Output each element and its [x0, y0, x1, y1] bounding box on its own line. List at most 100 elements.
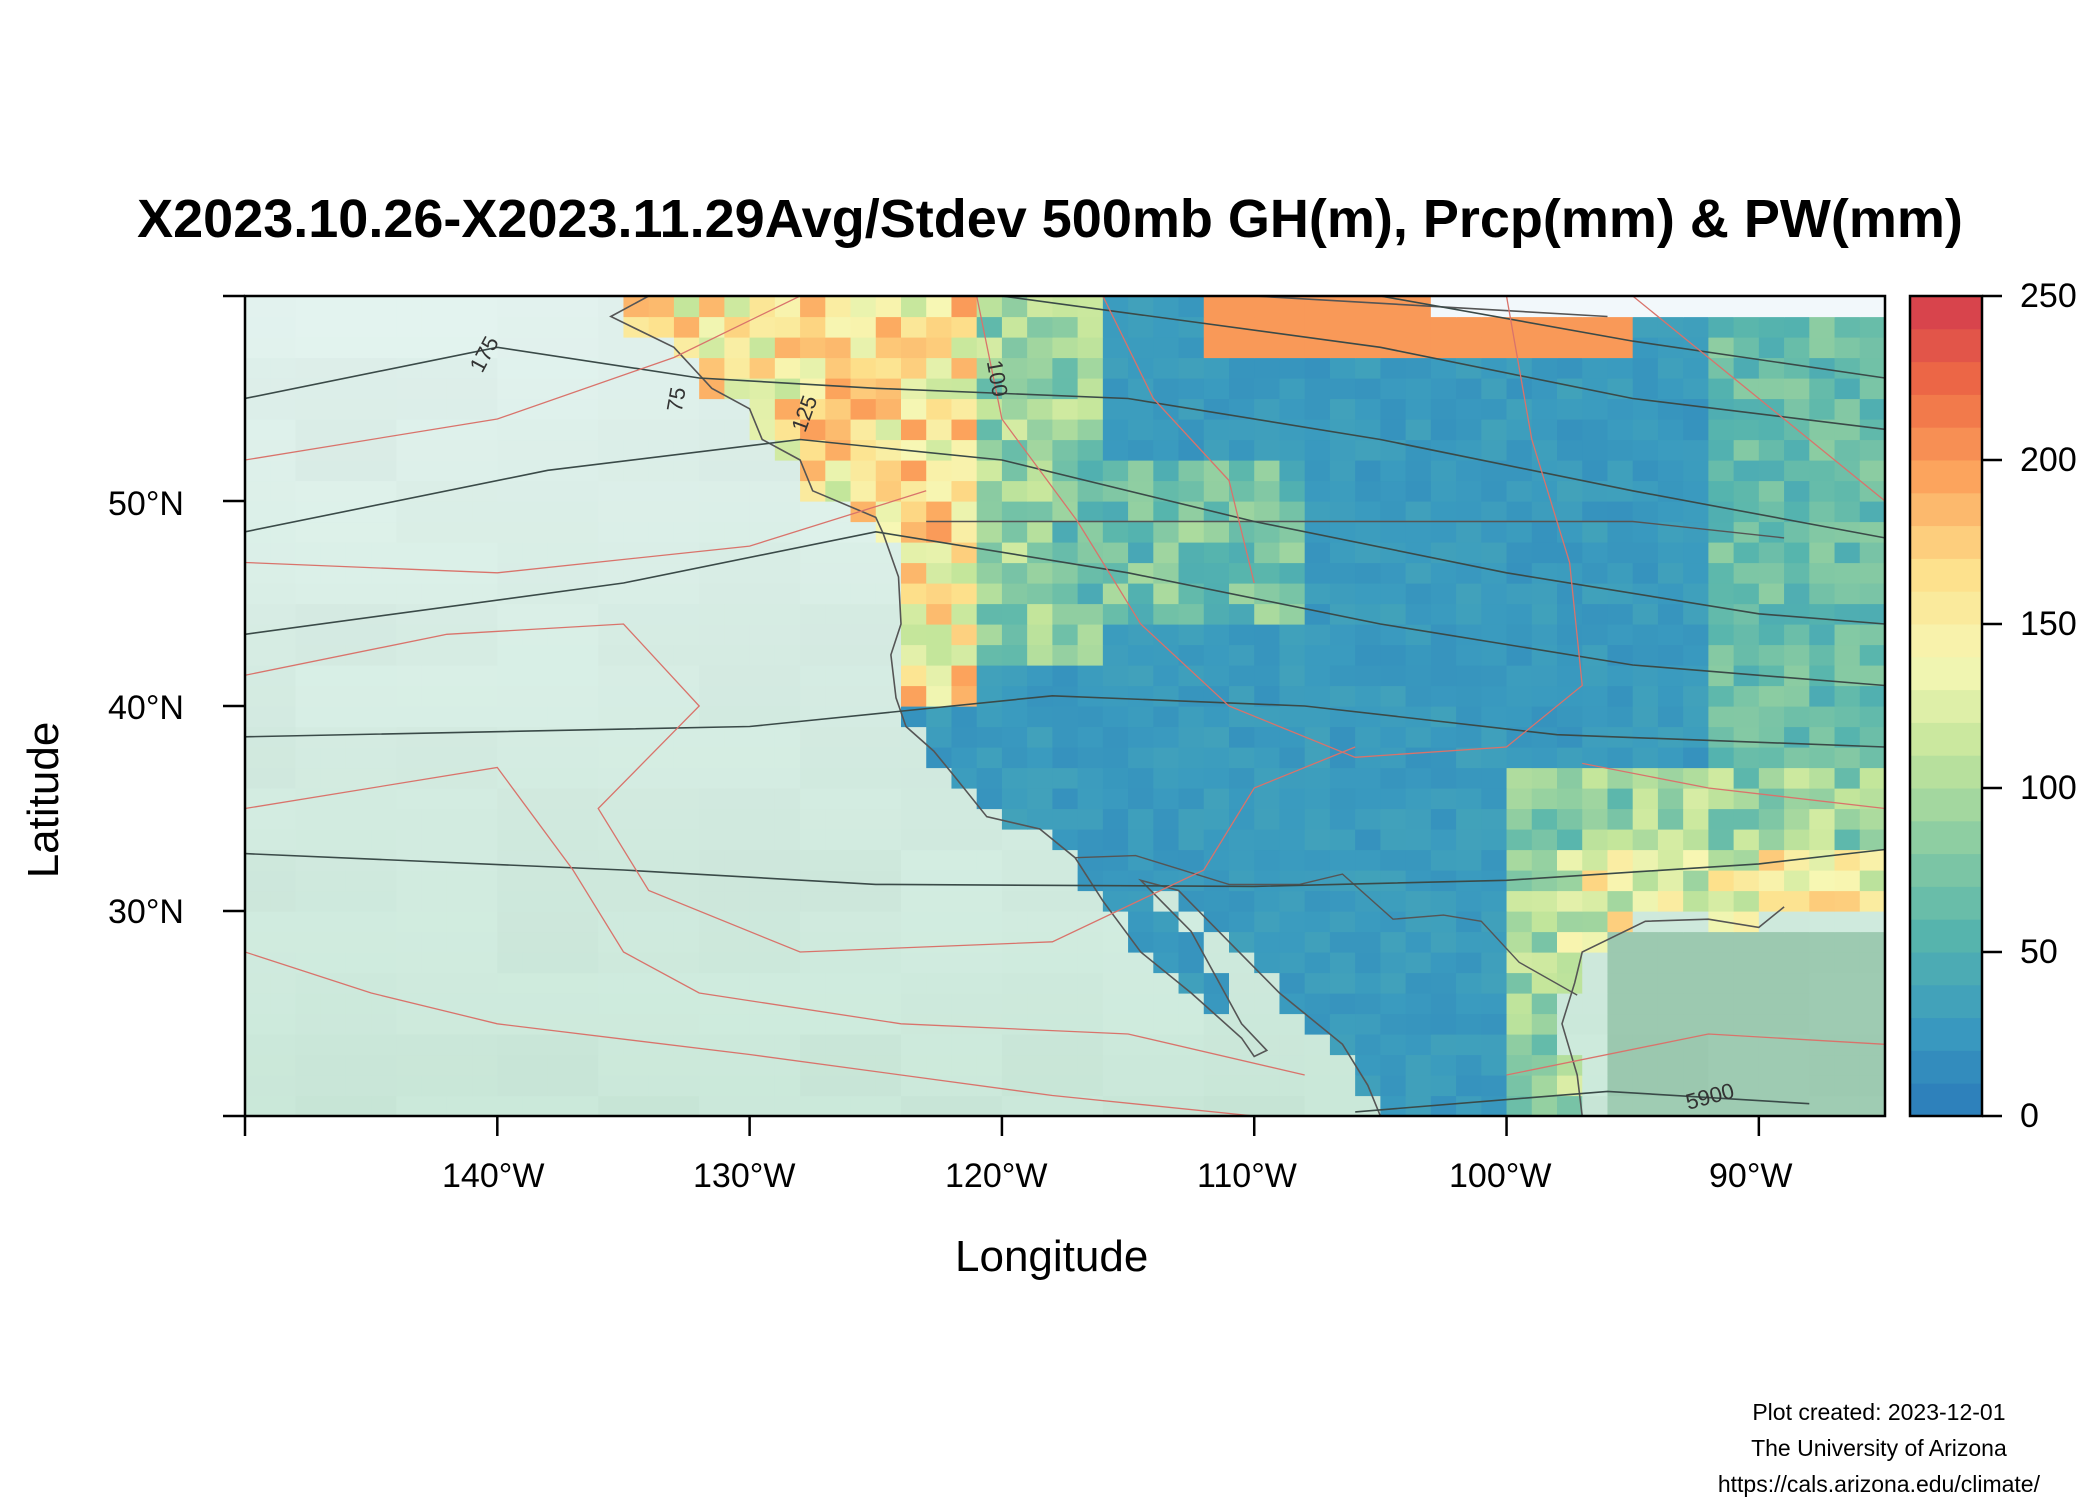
grid-cell [1052, 952, 1079, 974]
grid-cell [547, 952, 574, 974]
grid-cell [1430, 911, 1457, 933]
grid-cell [1607, 972, 1634, 994]
grid-cell [1329, 808, 1356, 830]
grid-cell [1834, 931, 1861, 953]
grid-cell [345, 788, 372, 810]
colorbar-segment [1910, 886, 1982, 920]
grid-cell [421, 357, 448, 379]
grid-cell [1758, 337, 1785, 359]
grid-cell [1102, 480, 1129, 502]
grid-cell [1405, 480, 1432, 502]
grid-cell [850, 870, 877, 892]
grid-cell [1809, 419, 1836, 441]
grid-cell [1557, 357, 1583, 379]
grid-cell [1304, 849, 1331, 871]
grid-cell [648, 501, 675, 523]
grid-cell [1254, 1054, 1281, 1076]
grid-cell [1355, 644, 1381, 666]
grid-cell [648, 583, 675, 605]
grid-cell [1077, 501, 1104, 523]
grid-cell [1456, 1054, 1482, 1076]
grid-cell [875, 1075, 902, 1097]
grid-cell [1153, 296, 1180, 318]
grid-cell [1430, 1054, 1457, 1076]
grid-cell [1153, 1054, 1180, 1076]
grid-cell [1405, 747, 1432, 769]
grid-cell [749, 501, 776, 523]
grid-cell [1027, 788, 1053, 810]
grid-cell [1657, 747, 1684, 769]
height-contour [245, 694, 1885, 748]
grid-cell [1178, 603, 1205, 625]
grid-cell [724, 890, 751, 912]
grid-cell [1481, 1013, 1508, 1035]
grid-cell [1102, 583, 1129, 605]
grid-cell [951, 296, 978, 318]
grid-cell [825, 460, 852, 482]
grid-cell [1784, 726, 1810, 748]
grid-cell [1102, 972, 1129, 994]
grid-cell [1178, 726, 1205, 748]
grid-cell [648, 460, 675, 482]
grid-cell [724, 644, 751, 666]
grid-cell [1355, 931, 1381, 953]
grid-cell [1733, 542, 1760, 564]
grid-cell [1001, 542, 1028, 564]
grid-cell [1430, 665, 1457, 687]
grid-cell [1708, 808, 1735, 830]
grid-cell [245, 542, 271, 564]
grid-cell [1077, 972, 1104, 994]
grid-cell [1506, 890, 1533, 912]
colorbar-frame [1908, 294, 1984, 1118]
grid-cell [1405, 419, 1432, 441]
grid-cell [1456, 993, 1482, 1015]
grid-cell [875, 726, 902, 748]
grid-cell [1859, 685, 1885, 707]
grid-cell [673, 501, 700, 523]
grid-cell [623, 316, 650, 338]
grid-cell [648, 603, 675, 625]
grid-cell [573, 1013, 599, 1035]
grid-cell [1052, 1054, 1079, 1076]
grid-cell [648, 1075, 675, 1097]
grid-cell [1229, 747, 1255, 769]
grid-cell [396, 726, 423, 748]
grid-cell [1254, 706, 1281, 728]
grid-cell [245, 337, 271, 359]
grid-cell [1859, 296, 1885, 318]
grid-cell [699, 1054, 725, 1076]
grid-cell [1784, 501, 1810, 523]
grid-cell [1607, 296, 1634, 318]
grid-cell [320, 706, 347, 728]
grid-cell [1758, 1034, 1785, 1056]
grid-cell [1531, 542, 1558, 564]
grid-cell [1052, 1075, 1079, 1097]
grid-cell [800, 398, 826, 420]
grid-cell [320, 398, 347, 420]
grid-cell [1203, 439, 1230, 461]
grid-cell [1128, 931, 1154, 953]
grid-cell [547, 706, 574, 728]
grid-cell [951, 890, 978, 912]
grid-cell [1607, 542, 1634, 564]
grid-cell [1203, 624, 1230, 646]
grid-cell [1355, 706, 1381, 728]
grid-cell [1657, 378, 1684, 400]
grid-cell [749, 1013, 776, 1035]
grid-cell [295, 1013, 322, 1035]
grid-cell [245, 1095, 271, 1116]
grid-cell [1279, 931, 1306, 953]
grid-cell [1784, 624, 1810, 646]
grid-cell [648, 788, 675, 810]
grid-cell [1329, 747, 1356, 769]
grid-cell [598, 1034, 625, 1056]
grid-cell [1809, 747, 1836, 769]
grid-cell [1279, 808, 1306, 830]
grid-cell [901, 767, 927, 789]
grid-cell [1052, 480, 1079, 502]
grid-cell [1254, 624, 1281, 646]
grid-cell [1784, 1054, 1810, 1076]
grid-cell [1001, 316, 1028, 338]
grid-cell [901, 296, 927, 318]
grid-cell [1683, 357, 1709, 379]
